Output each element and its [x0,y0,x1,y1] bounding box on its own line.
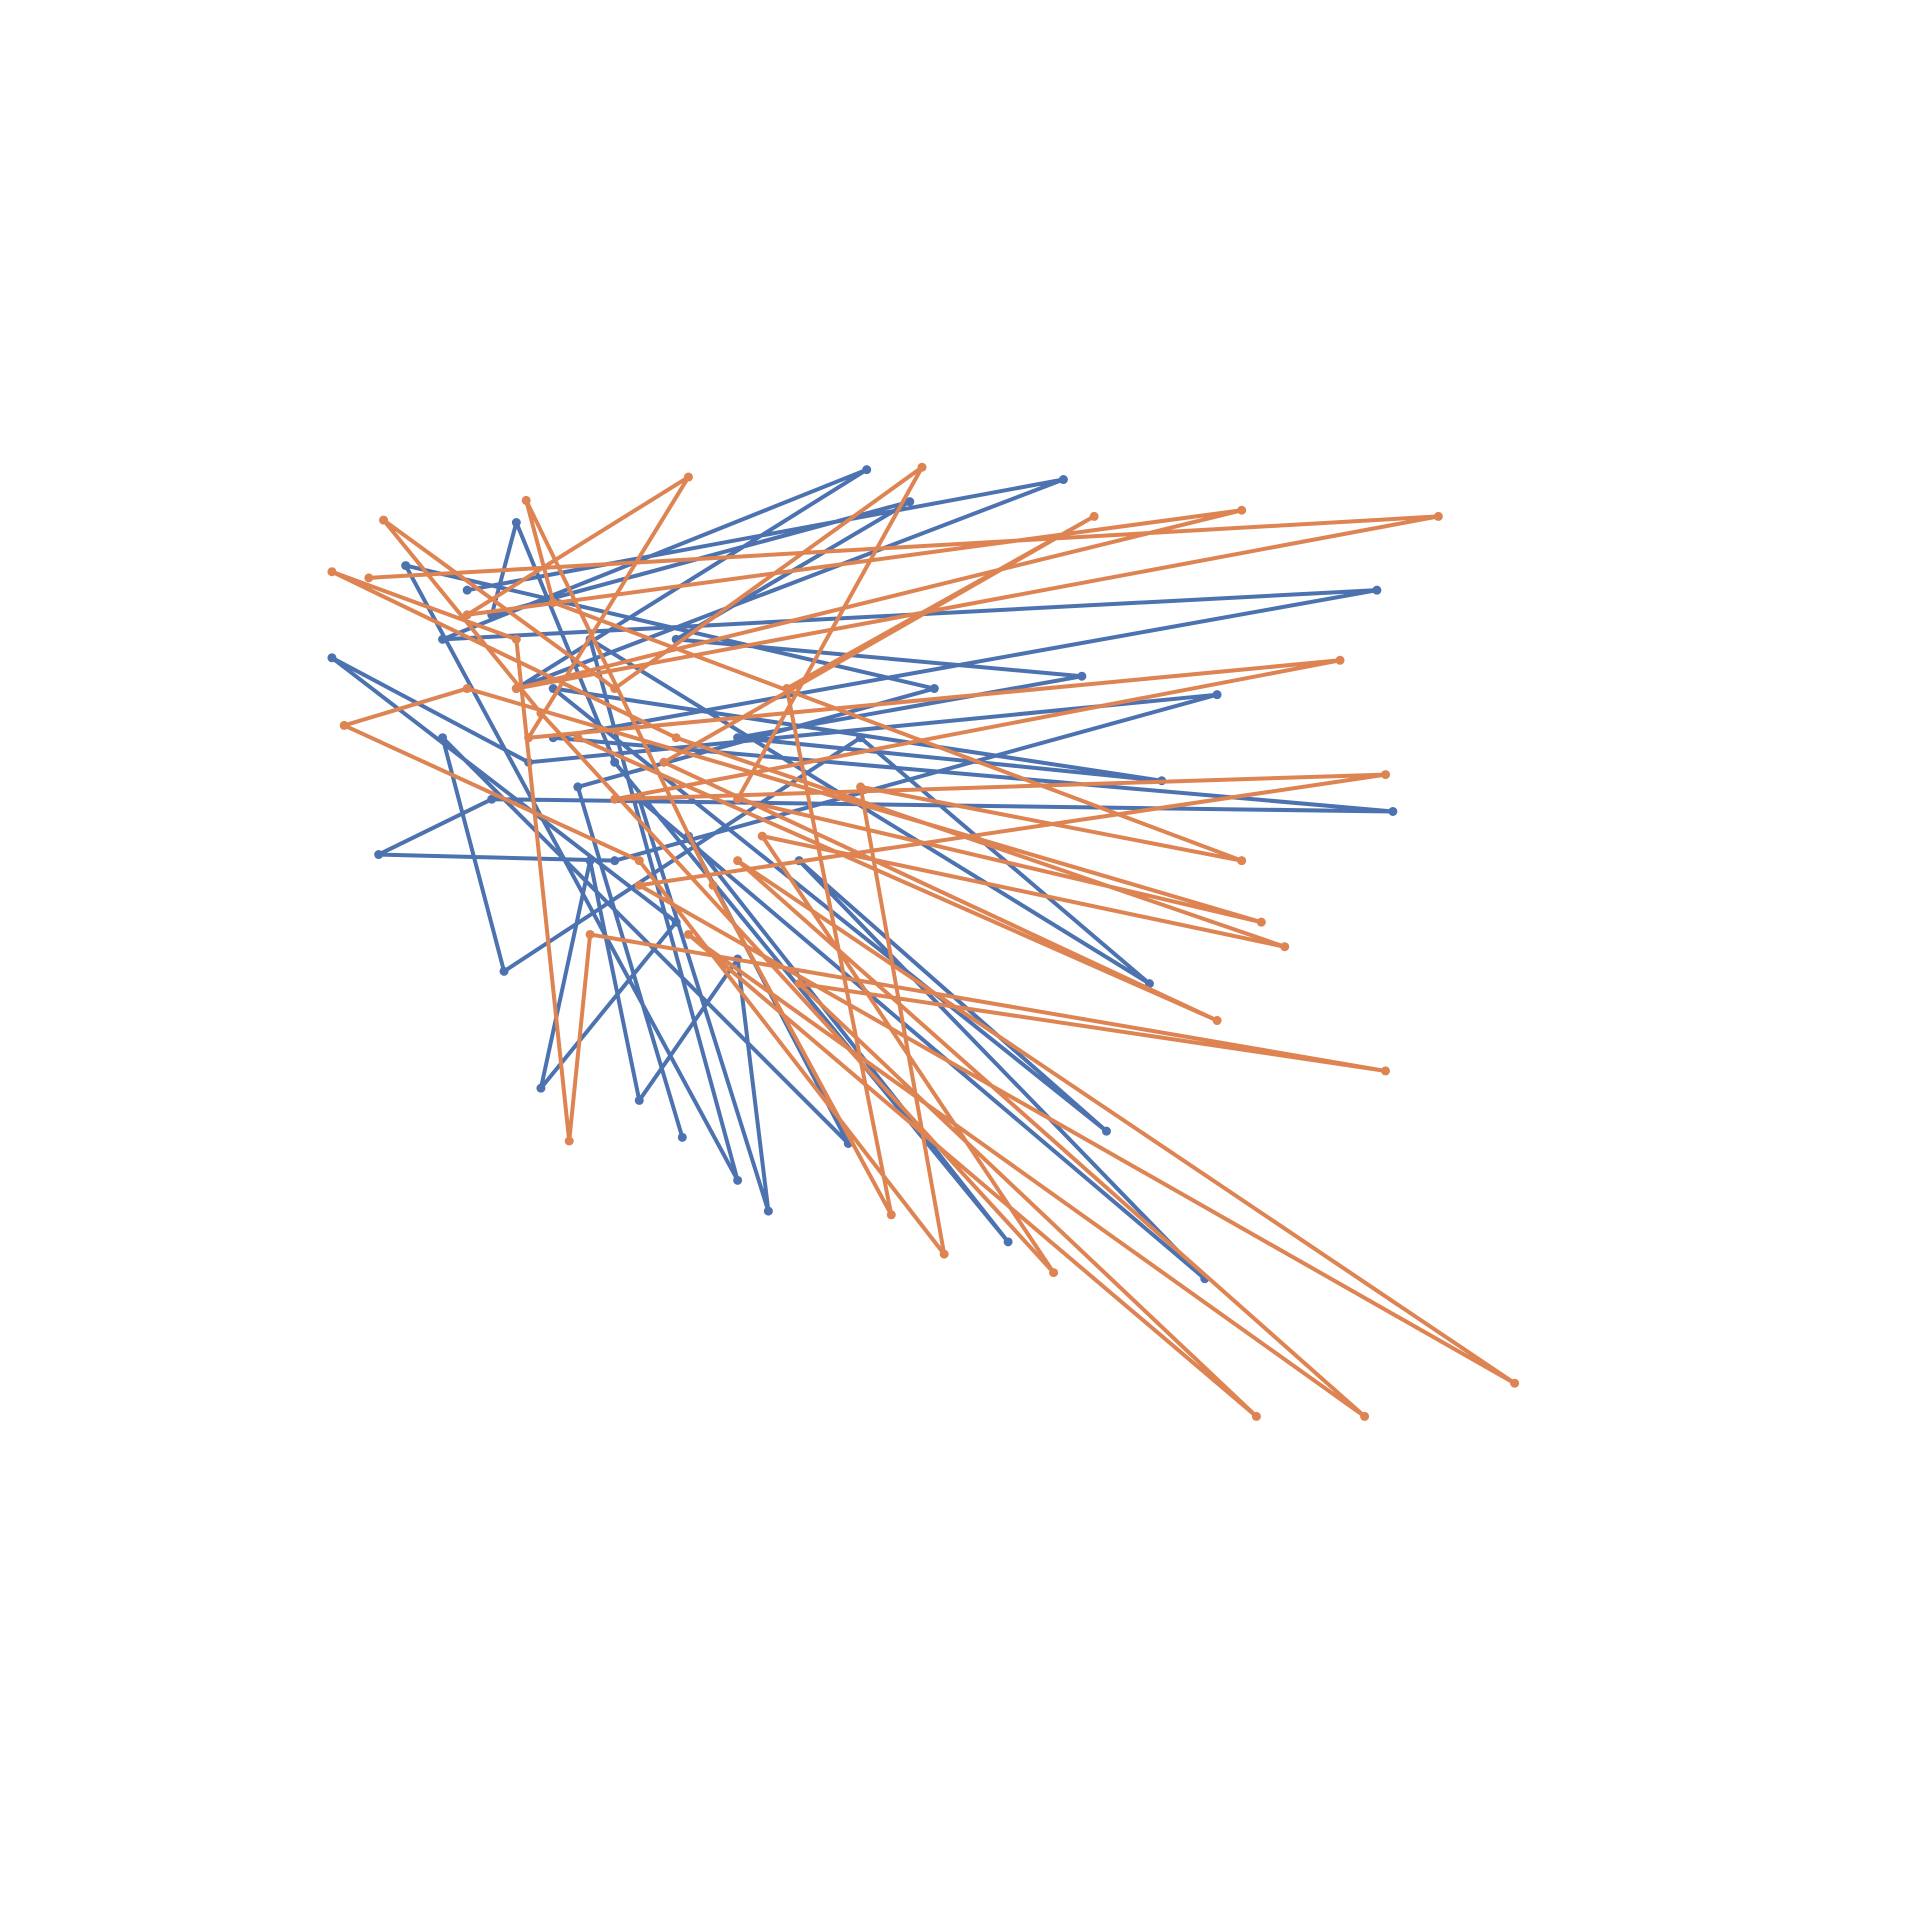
point [401,561,411,571]
point [1237,505,1247,515]
point [438,634,448,644]
point [524,733,534,743]
point [1077,671,1087,681]
point [1089,511,1099,521]
point [1280,942,1290,952]
point [634,1095,644,1105]
point [733,856,743,866]
point [1256,917,1266,927]
point [763,1206,773,1216]
point [610,856,620,866]
point [1058,475,1068,485]
point [1237,856,1247,866]
point [511,634,521,644]
point [379,515,389,525]
series-line [329,465,1517,1419]
point [1212,1016,1222,1026]
point [564,1136,574,1146]
point [782,684,792,694]
point [671,917,681,927]
point [1433,511,1443,521]
point [499,966,509,976]
point [856,733,866,743]
point [536,1083,546,1093]
point [683,472,693,482]
point [677,1132,687,1142]
point [929,684,939,694]
point [1251,1411,1261,1421]
point [634,880,644,890]
point [683,929,693,939]
point [886,1210,896,1220]
point [438,733,448,743]
point [573,733,583,743]
point [1335,655,1345,665]
point [610,794,620,804]
point [487,794,497,804]
point [339,720,349,730]
point [856,782,866,792]
point [548,597,558,607]
point [917,462,927,472]
point [794,979,804,989]
point [585,856,595,866]
point [1003,1237,1013,1247]
point [511,518,521,528]
point [1360,1411,1370,1421]
point [521,495,531,505]
point [862,465,872,475]
point [573,782,583,792]
point [671,733,681,743]
point [1381,1066,1391,1076]
point [585,929,595,939]
point [733,794,743,804]
point [374,850,384,860]
point [1381,770,1391,780]
point [733,733,743,743]
point [511,684,521,694]
point [536,708,546,718]
point [610,684,620,694]
point [1372,585,1382,595]
point [462,610,472,620]
point [1049,1268,1059,1278]
point [1388,806,1398,816]
point [462,684,472,694]
point [1212,690,1222,700]
point [462,585,472,595]
point [708,880,718,890]
point [939,1249,949,1259]
point [733,1175,743,1185]
point [757,831,767,841]
point [905,497,915,507]
point [634,856,644,866]
point [327,653,337,663]
point [659,757,669,767]
point [1101,1126,1111,1136]
point [1510,1378,1520,1388]
point [364,573,374,583]
point [610,757,620,767]
point [327,567,337,577]
